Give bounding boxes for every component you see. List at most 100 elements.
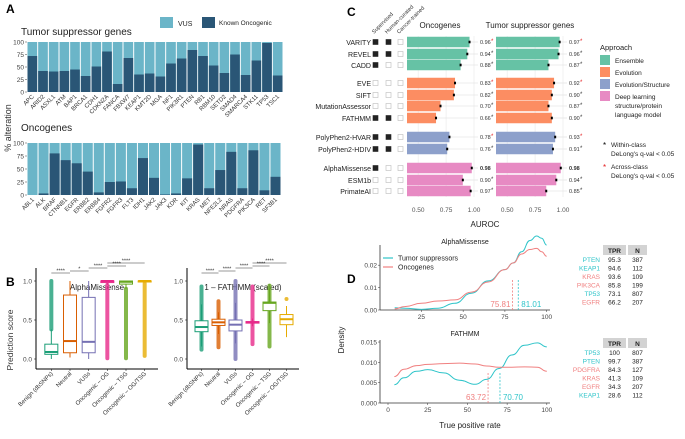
table-gene: EGFR [582,384,600,391]
y-tick-label: 75 [17,154,25,161]
subplot-title: FATHMM [450,331,479,338]
table-tpr: 73.1 [608,291,621,298]
box [44,343,59,355]
method-row-revel: REVEL 0.94 * 0.96 * [348,48,583,60]
table-gene: TP53 [584,350,600,357]
auroc-value: 0.76 [480,147,491,153]
auroc-bar [496,185,547,197]
bar-vus-NFE2L2 [215,143,226,195]
auroc-bar [496,174,557,186]
table-tpr: 41.3 [608,376,621,383]
x-tick-label: TSC1 [266,94,282,110]
table-tpr: 93.6 [608,274,621,281]
x-tick-label: 50 [460,314,468,321]
box-oncogenic-tsg [262,283,277,349]
legend-title: Approach [600,43,632,52]
auroc-value: 0.87 [569,104,580,110]
x-tick-label: 0.75 [529,207,542,214]
legend-star: * [603,141,606,150]
legend-star: * [603,163,606,172]
bar-known-oncogenic-JAK3 [160,194,171,195]
ci-marker [547,104,550,108]
feature-filled-square [372,51,379,57]
ci-marker [555,178,558,182]
bar-known-oncogenic-EGFR [71,163,82,195]
bar-known-oncogenic-TP53 [262,43,272,92]
feature-filled-square [372,134,379,140]
bar-vus-MGA [155,42,166,92]
significance-star: * [580,51,583,57]
ci-marker [469,189,472,193]
y-tick-label: 50 [17,65,25,72]
auroc-value: 0.98 [569,166,580,172]
bar-vus-KEAP1 [134,42,144,92]
table-header-bg [603,245,626,255]
auroc-bar [496,143,553,155]
auroc-value: 0.83 [480,81,491,87]
legend-label: DeLong's q-val < 0.05 [611,151,675,158]
significance-star: * [491,80,494,86]
bar-known-oncogenic-STK11 [251,60,262,92]
bar-known-oncogenic-JAK2 [148,177,160,195]
subplot-title: Tumor suppressor genes [21,27,132,38]
bar-vus-ATM [59,42,70,92]
subplot-fathmm: FATHMM 0.000 0.005 0.010 0.015 0 25 50 75 100 63.7… [361,331,647,414]
ci-marker [470,166,473,170]
significance-label: **** [257,262,266,268]
auroc-value: 0.92 [569,81,580,87]
y-tick-label: 0.0 [23,357,32,364]
bar-vus-ABL1 [27,143,38,195]
y-tick-label: 0.0 [174,357,183,364]
legend-label: Across-class [611,164,649,171]
legend-swatch [600,79,610,89]
subplot-title: AlphaMissense [441,239,489,246]
feature-empty-square [397,80,404,86]
feature-empty-square [397,62,404,68]
table-tpr: 95.3 [608,257,621,264]
auroc-value: 0.94 [569,178,580,184]
auroc-value: 0.96 [480,40,491,46]
auroc-bar [496,77,555,89]
feature-empty-square [397,165,404,171]
significance-star: * [491,92,494,98]
bar-vus-ERBB4 [93,143,104,195]
method-row-eve: EVE 0.83 * 0.92 * [357,77,583,89]
panel-label-b: B [6,275,15,289]
y-tick-label: 0 [20,193,24,200]
feature-filled-square [372,115,379,121]
auroc-value: 0.82 [480,93,491,99]
density-curve-tumor-suppressors [394,235,547,310]
auroc-value: 0.90 [569,93,580,99]
feature-empty-square [385,103,392,109]
auroc-value: 0.91 [569,147,580,153]
significance-star: * [491,51,494,57]
method-row-primateai: PrimateAI 0.97 * 0.85 * [340,185,583,197]
method-row-alphamissense: AlphaMissense 0.98 0.98 [324,162,580,174]
x-tick-label: 100 [541,314,552,321]
subplot-alphamissense: AlphaMissense 0.00 0.01 0.02 25 50 75 100 75.81 8… [364,235,647,321]
feature-empty-square [372,177,379,183]
box-oncogenic-og [100,280,115,361]
x-tick-label: Oncogenic – OG [75,371,111,407]
y-tick-label: 0.00 [364,308,377,315]
bar-known-oncogenic-ERBB2 [82,171,93,195]
significance-label: **** [122,259,131,265]
auroc-bar [407,185,471,197]
bar-known-oncogenic-SETD2 [219,73,230,92]
bar-known-oncogenic-RET [259,190,270,195]
table-n: 109 [632,376,643,383]
bar-vus-FANCA [112,42,123,92]
feature-empty-square [397,188,404,194]
table-gene: PIK3CA [577,283,601,290]
table-tpr: 100 [609,350,620,357]
feature-empty-square [372,103,379,109]
legend-label: Tumor suppressors [398,256,459,263]
legend-label: Oncogenes [398,265,434,272]
y-tick-label: 25 [17,77,25,84]
y-tick-label: 50 [17,167,25,174]
bar-vus-BRCA1 [80,42,91,92]
auroc-value: 0.70 [480,104,491,110]
bar-known-oncogenic-ERBB4 [93,192,104,195]
feature-filled-square [385,146,392,152]
method-row-sift: SIFT 0.82 * 0.90 * [356,89,583,101]
